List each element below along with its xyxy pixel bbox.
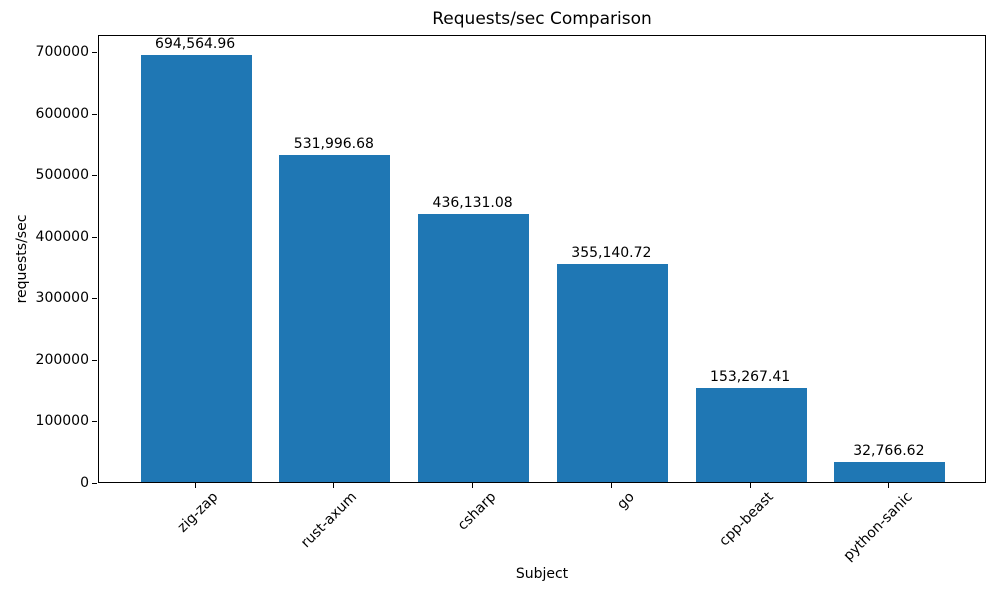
bar-value-label: 32,766.62: [853, 442, 925, 459]
y-tick-label: 0: [80, 474, 89, 491]
y-tick-label: 600000: [35, 105, 89, 122]
plot-area: [98, 35, 986, 483]
x-tick-mark: [194, 483, 196, 488]
y-tick-mark: [92, 52, 97, 54]
x-axis-label: Subject: [515, 566, 569, 582]
x-tick-mark: [749, 483, 751, 488]
bar-value-label: 436,131.08: [432, 195, 513, 212]
bar: [695, 387, 807, 482]
chart-title: Requests/sec Comparison: [432, 9, 652, 29]
x-tick-label: go: [614, 489, 638, 513]
y-tick-label: 400000: [35, 228, 89, 245]
bar-value-label: 153,267.41: [710, 368, 791, 385]
x-tick-label: python-sanic: [839, 489, 916, 565]
x-tick-mark: [610, 483, 612, 488]
y-tick-mark: [92, 359, 97, 361]
x-tick-mark: [333, 483, 335, 488]
x-tick-label: csharp: [454, 489, 499, 534]
bar-value-label: 355,140.72: [571, 244, 652, 261]
y-tick-label: 100000: [35, 413, 89, 430]
y-tick-label: 300000: [35, 290, 89, 307]
x-tick-label: rust-axum: [298, 489, 361, 552]
bar: [834, 461, 946, 482]
y-tick-mark: [92, 175, 97, 177]
bar: [418, 214, 530, 482]
y-tick-label: 700000: [35, 44, 89, 61]
bar-value-label: 694,564.96: [155, 36, 236, 53]
y-tick-mark: [92, 482, 97, 484]
y-tick-mark: [92, 113, 97, 115]
y-tick-mark: [92, 298, 97, 300]
y-tick-mark: [92, 236, 97, 238]
bar: [279, 155, 391, 482]
bar: [140, 55, 252, 482]
x-tick-mark: [888, 483, 890, 488]
y-tick-label: 500000: [35, 167, 89, 184]
x-tick-label: cpp-beast: [716, 489, 777, 550]
bar: [556, 263, 668, 482]
y-tick-label: 200000: [35, 351, 89, 368]
x-tick-label: zig-zap: [174, 489, 222, 536]
x-tick-mark: [472, 483, 474, 488]
bar-value-label: 531,996.68: [293, 136, 374, 153]
y-tick-mark: [92, 421, 97, 423]
